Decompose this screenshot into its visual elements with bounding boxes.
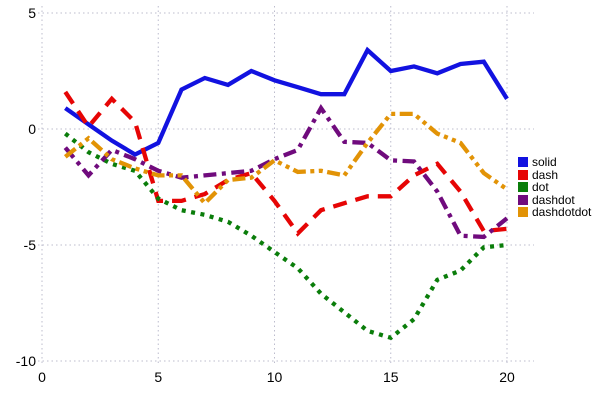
x-axis-tick-label: 10 <box>266 369 283 385</box>
legend-item-dashdotdot: dashdotdot <box>518 205 592 220</box>
y-axis-tick-label: -5 <box>23 237 36 253</box>
series-line-dashdot <box>63 104 509 240</box>
x-axis-tick-label: 0 <box>38 369 46 385</box>
series-line-dash <box>63 90 508 237</box>
legend-swatch-icon <box>518 182 528 193</box>
legend-label: dot <box>532 180 549 195</box>
legend-label: dash <box>532 167 559 182</box>
y-axis-tick-label: 5 <box>28 5 36 21</box>
legend-label: dashdot <box>532 192 575 207</box>
series-line-solid <box>64 46 509 157</box>
x-axis-tick-label: 5 <box>154 369 163 385</box>
legend-swatch-icon <box>518 169 528 180</box>
series-line-dashdotdot <box>63 111 509 207</box>
legend-label: dashdotdot <box>532 205 592 220</box>
x-axis-tick-label: 15 <box>382 369 399 385</box>
legend-item-solid: solid <box>518 155 591 170</box>
x-axis-tick-label: 20 <box>499 369 515 385</box>
series-line-dot <box>63 131 508 341</box>
legend: solid dash dot dashdot dashdotdot <box>518 155 592 220</box>
legend-swatch-icon <box>518 157 528 168</box>
y-axis-tick-label: 0 <box>28 121 36 137</box>
y-axis-tick-label: -10 <box>15 353 36 369</box>
legend-label: solid <box>532 155 557 170</box>
legend-item-dot: dot <box>518 180 591 195</box>
legend-swatch-icon <box>518 207 528 218</box>
legend-item-dashdot: dashdot <box>518 192 591 207</box>
legend-swatch-icon <box>518 194 528 205</box>
legend-item-dash: dash <box>518 167 591 182</box>
